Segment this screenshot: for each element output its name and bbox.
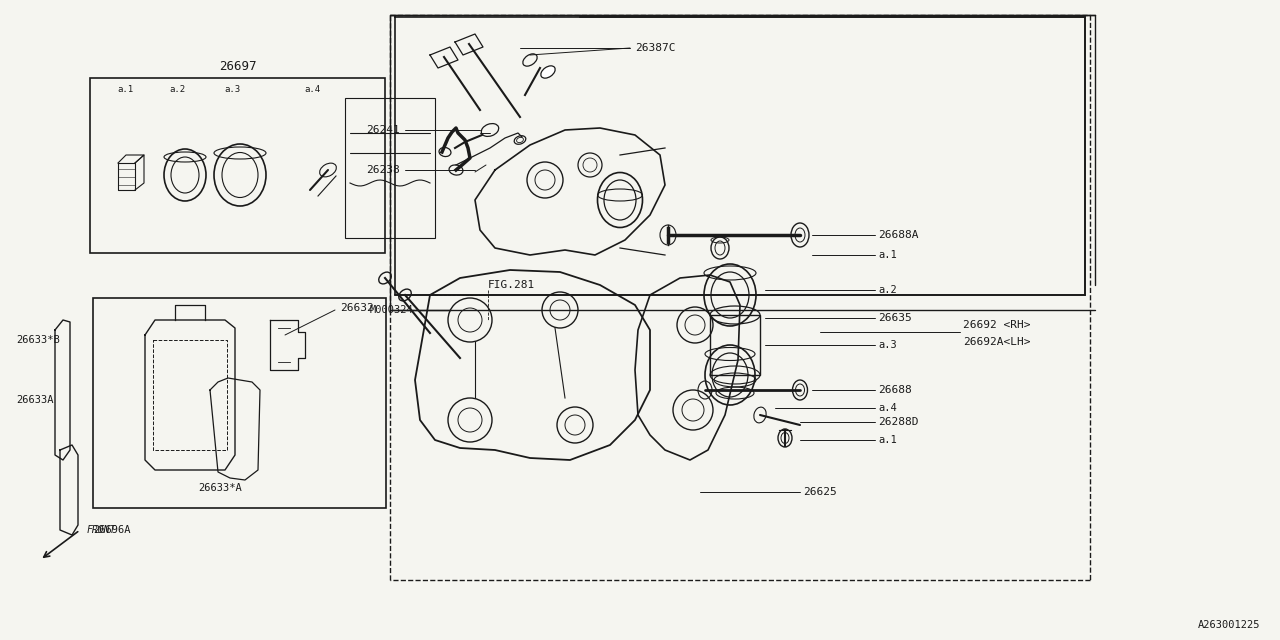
Text: 26288D: 26288D	[878, 417, 919, 427]
Text: a.1: a.1	[878, 435, 897, 445]
Text: 26696A: 26696A	[93, 525, 131, 535]
Text: 26633A: 26633A	[15, 395, 54, 405]
Text: 26635: 26635	[878, 313, 911, 323]
Text: a.2: a.2	[878, 285, 897, 295]
Text: a.1: a.1	[878, 250, 897, 260]
Text: 26387C: 26387C	[635, 43, 676, 53]
Text: 26688A: 26688A	[878, 230, 919, 240]
Text: 26633*B: 26633*B	[15, 335, 60, 345]
Text: a.3: a.3	[224, 86, 241, 95]
Text: 26697: 26697	[219, 60, 256, 72]
Ellipse shape	[541, 66, 556, 78]
Text: a.4: a.4	[303, 86, 320, 95]
Text: M000324: M000324	[370, 305, 413, 315]
Bar	[710, 315, 760, 375]
Text: A263001225: A263001225	[1198, 620, 1260, 630]
Text: 26238: 26238	[366, 165, 399, 175]
Text: 26633*A: 26633*A	[198, 483, 242, 493]
Text: a.4: a.4	[878, 403, 897, 413]
Bar	[93, 298, 387, 508]
Bar	[346, 98, 435, 238]
Text: 26625: 26625	[803, 487, 837, 497]
Text: 26692A<LH>: 26692A<LH>	[963, 337, 1030, 347]
Text: a.1: a.1	[116, 86, 133, 95]
Text: a.3: a.3	[878, 340, 897, 350]
Text: 26241: 26241	[366, 125, 399, 135]
Text: FRONT: FRONT	[87, 525, 116, 535]
Text: a.2: a.2	[169, 86, 186, 95]
Text: 26688: 26688	[878, 385, 911, 395]
Text: 26632: 26632	[340, 303, 374, 313]
Bar	[90, 78, 385, 253]
Text: 26692 <RH>: 26692 <RH>	[963, 320, 1030, 330]
Text: FIG.281: FIG.281	[488, 280, 535, 290]
